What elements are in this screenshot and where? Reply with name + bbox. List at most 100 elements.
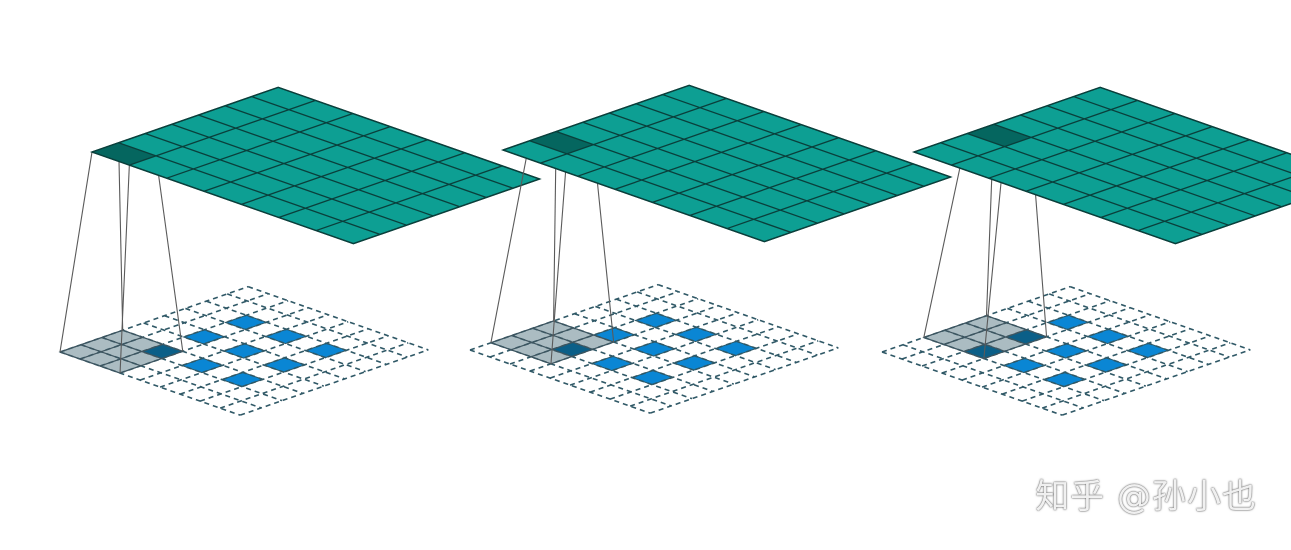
kernel-grid-line [79, 336, 143, 360]
input-blue-cell [1085, 328, 1130, 345]
input-blue-cell [223, 314, 268, 331]
input-grid-line [164, 314, 345, 380]
kernel-grid-line [923, 336, 985, 360]
input-grid-line [1069, 285, 1251, 351]
input-grid-line [902, 343, 1084, 409]
projection-line [550, 153, 568, 364]
output-highlight-cell [92, 142, 156, 166]
kernel-grid-line [59, 351, 121, 374]
kernel-grid-line [944, 329, 1005, 352]
kernel-grid-line [511, 334, 573, 358]
projection-line [118, 142, 124, 331]
kernel-grid-line [122, 329, 183, 352]
output-grid-line [1020, 114, 1283, 208]
input-grid-line [206, 300, 387, 366]
output-grid [500, 84, 953, 243]
input-blue-cell [1042, 371, 1087, 388]
input-blue-cell [1002, 357, 1047, 374]
input-grid-line [881, 351, 1063, 416]
projection-line [119, 165, 130, 374]
input-grid-line [469, 283, 659, 351]
input-grid-line [616, 298, 797, 364]
input-grid-line [489, 290, 679, 358]
output-grid-line [251, 95, 514, 189]
kernel-grid-line [943, 322, 1007, 346]
input-blue-cell [1084, 357, 1129, 373]
input-blue-cell [714, 340, 758, 357]
output-grid-line [1063, 139, 1250, 205]
output-grid-line [993, 123, 1256, 217]
output-grid-line [198, 114, 461, 208]
output-grid-line [764, 176, 951, 243]
output-grid-line [988, 112, 1176, 179]
input-grid-line [529, 304, 719, 372]
input-grid-line [609, 333, 799, 400]
input-grid-line [119, 306, 309, 374]
input-grid-line [99, 299, 289, 367]
output-grid-line [166, 112, 354, 179]
output-highlight-cell [529, 131, 594, 154]
output-grid-line [1099, 86, 1291, 155]
input-blue-cell [1126, 342, 1170, 359]
output-grid-line [224, 105, 487, 199]
kernel-grid-line [550, 341, 614, 365]
output-grid-line [582, 121, 845, 215]
projection-line [490, 140, 531, 343]
output-grid-line [203, 125, 391, 192]
input-grid-line [185, 307, 366, 373]
output-grid-line [966, 132, 1229, 226]
input-grid-line [589, 326, 779, 393]
input-grid-line [549, 311, 739, 379]
kernel-grid-line [965, 322, 1026, 345]
input-blue-cell [630, 369, 675, 386]
output-grid-line [129, 99, 316, 166]
input-grid-line [226, 293, 408, 358]
output-grid-line [1046, 105, 1291, 193]
output-grid-line [277, 86, 540, 180]
input-grid-line [247, 285, 429, 351]
input-grid-line [219, 342, 409, 409]
output-grid-line [913, 151, 1176, 245]
output-grid-line [91, 151, 354, 245]
output-grid-line [635, 103, 898, 197]
input-grid-line [1001, 328, 1191, 395]
input-grid-line [143, 322, 325, 387]
output-grid-line [540, 97, 727, 164]
output-grid-line [91, 86, 279, 153]
kernel-grid-line [986, 315, 1047, 338]
input-grid-line [139, 313, 329, 381]
output-grid-line [315, 165, 503, 232]
input-blue-cell [1045, 314, 1090, 331]
input-grid-line [59, 285, 249, 353]
stride-panel-3 [881, 86, 1291, 416]
input-grid-line [1021, 335, 1211, 402]
input-grid-line [469, 349, 651, 414]
output-grid [911, 86, 1291, 245]
input-blue-cell [263, 328, 308, 345]
output-grid-line [529, 140, 792, 234]
input-blue-cell [1044, 343, 1089, 359]
output-grid-line [1025, 125, 1213, 192]
kernel-grid-line [510, 327, 574, 351]
output-grid-line [577, 110, 765, 177]
output-grid-line [609, 112, 872, 206]
output-grid-line [241, 139, 428, 205]
input-grid-line [509, 297, 699, 365]
output-grid-line [1137, 176, 1291, 232]
output-grid-line [118, 142, 381, 236]
input-grid-line [574, 312, 755, 378]
input-blue-cell [633, 312, 678, 329]
kernel-grid-line [530, 334, 594, 358]
watermark-text: 知乎 @孙小也 [1035, 477, 1257, 517]
input-grid-line [239, 349, 429, 416]
output-grid-line [171, 123, 434, 217]
output-grid-line [555, 130, 818, 224]
kernel-grid-line [963, 329, 1027, 353]
kernel-grid-line [490, 320, 554, 344]
kernel-grid-line [80, 344, 142, 367]
input-blue-cell [304, 342, 348, 359]
output-grid-line [652, 137, 839, 203]
input-grid-line [1007, 307, 1188, 373]
input-blue-cell [673, 326, 718, 343]
